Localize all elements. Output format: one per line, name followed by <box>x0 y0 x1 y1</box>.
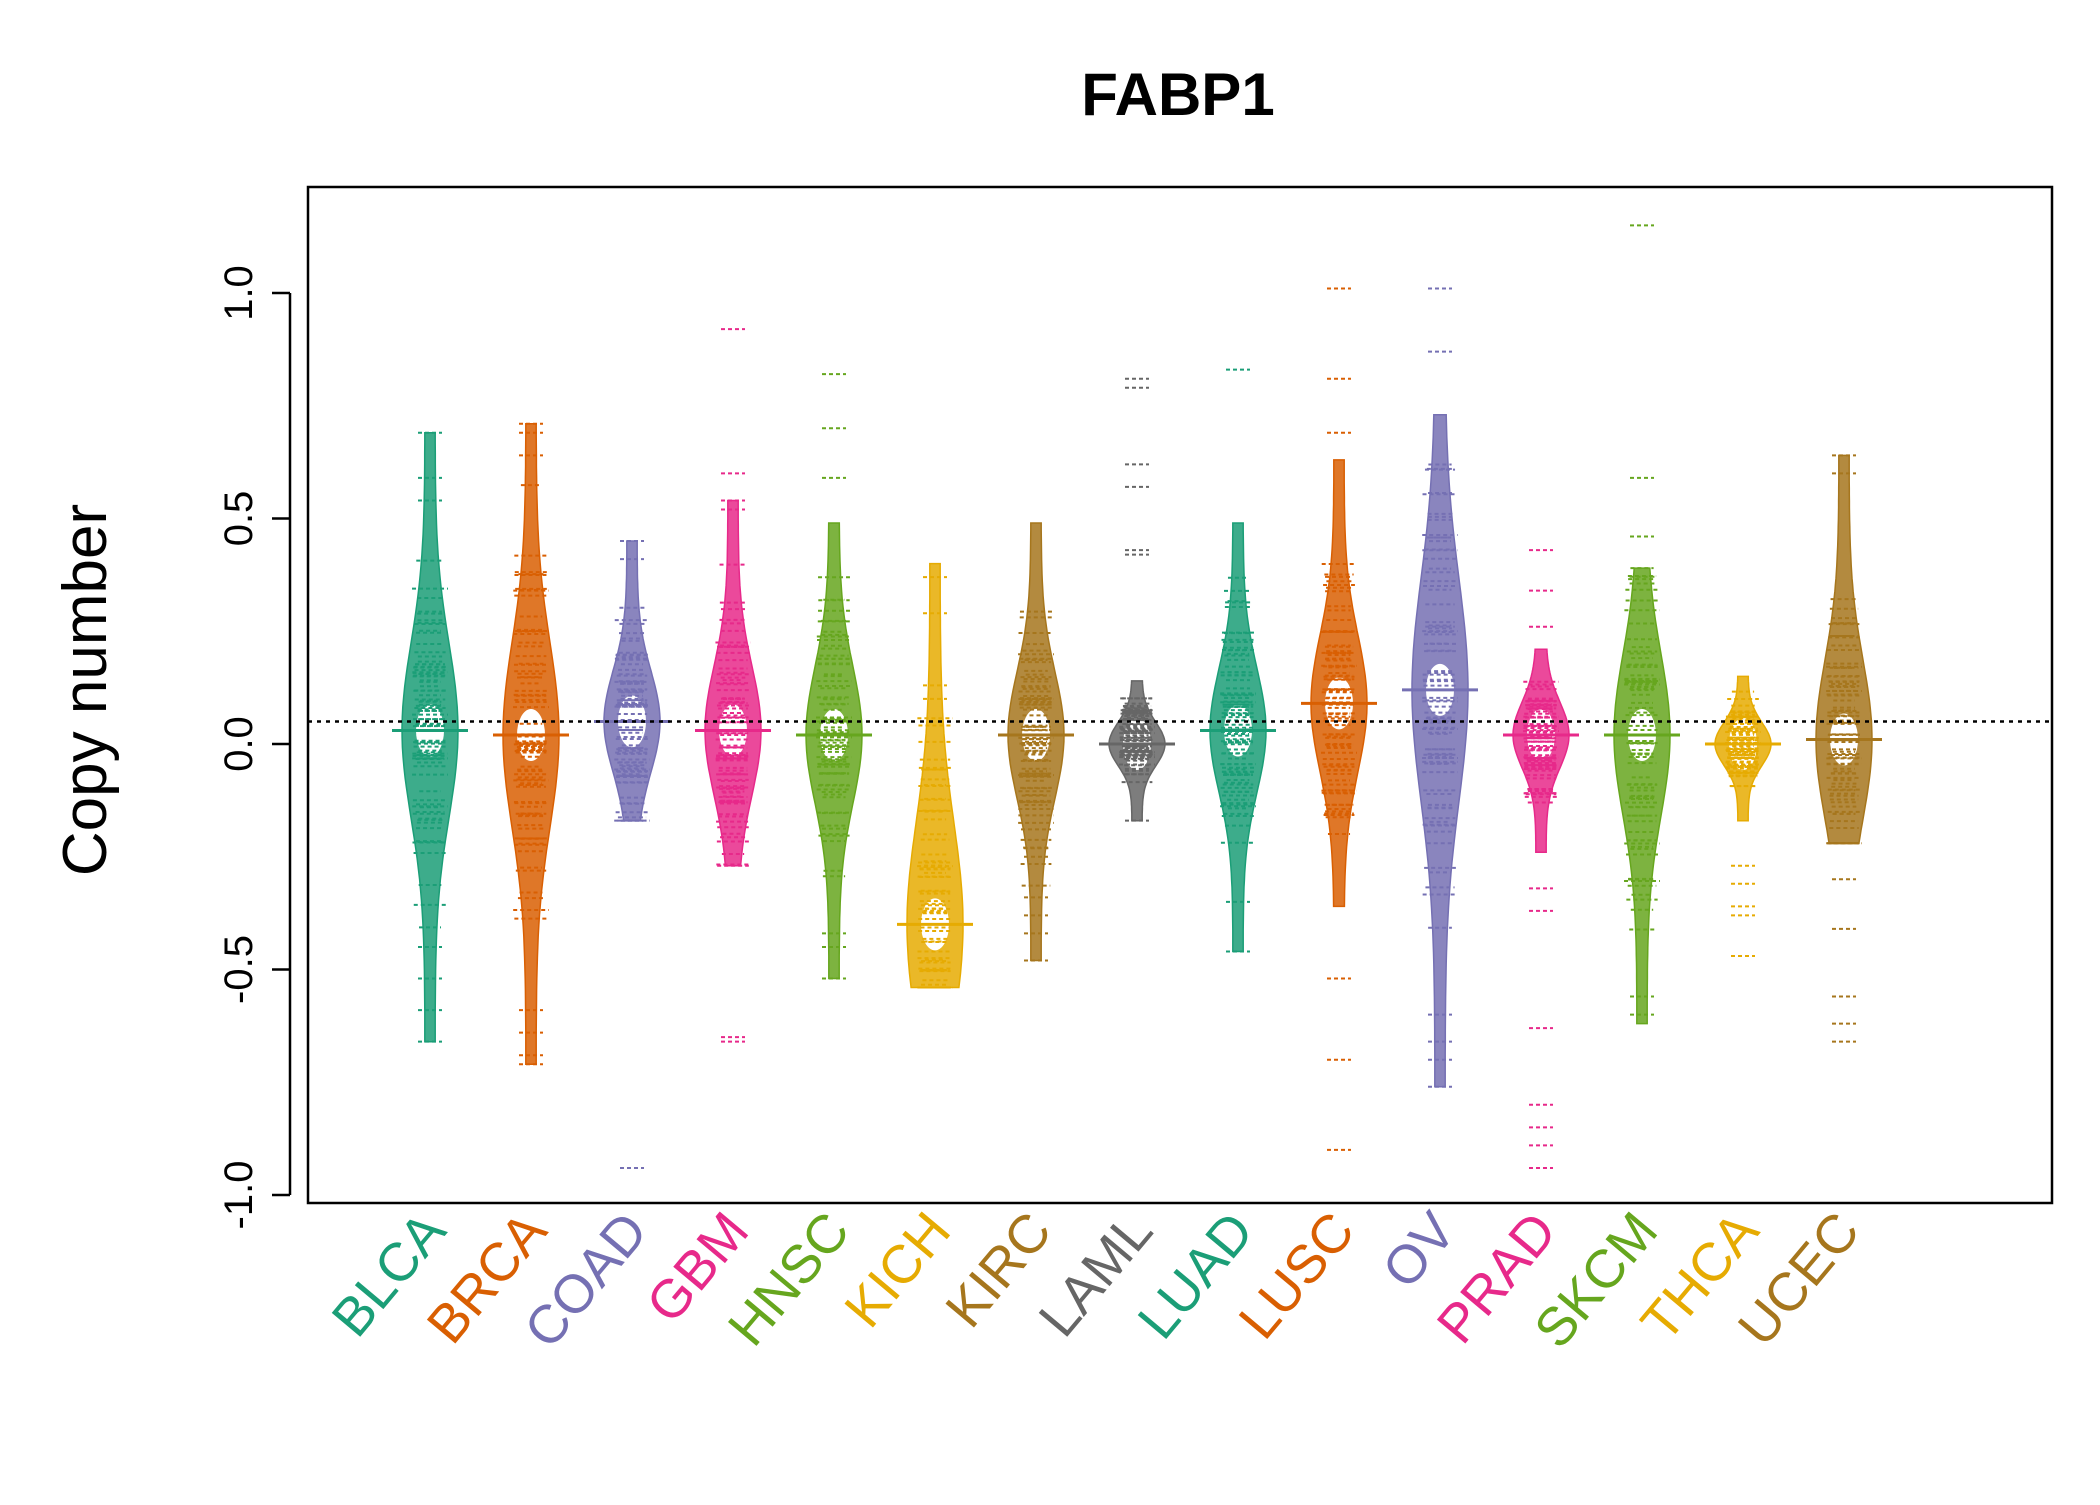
y-tick-label: 0.5 <box>217 491 261 547</box>
y-tick-label: -1.0 <box>217 1161 261 1230</box>
plot-frame <box>306 185 2054 1205</box>
bean-coad <box>594 540 670 1169</box>
bean-blca <box>392 431 468 1043</box>
bean-ov <box>1402 287 1478 1088</box>
bean-ucec <box>1806 454 1882 1043</box>
y-tick-label: -0.5 <box>217 935 261 1004</box>
y-axis-label: Copy number <box>51 504 120 876</box>
bean-hnsc <box>796 373 872 980</box>
bean-lusc <box>1301 287 1377 1151</box>
plot-area <box>308 224 2052 1169</box>
y-tick-label: 0.0 <box>217 716 261 772</box>
bean-skcm <box>1604 224 1680 1025</box>
bean-gbm <box>695 328 771 1043</box>
y-tick-label: 1.0 <box>217 265 261 321</box>
bean-brca <box>493 422 569 1066</box>
bean-density <box>906 562 964 989</box>
bean-kich <box>897 562 973 989</box>
bean-density <box>1411 414 1469 1088</box>
bean-luad <box>1200 368 1276 953</box>
bean-thca <box>1705 675 1781 957</box>
bean-laml <box>1099 377 1175 822</box>
chart-title: FABP1 <box>1081 61 1274 128</box>
